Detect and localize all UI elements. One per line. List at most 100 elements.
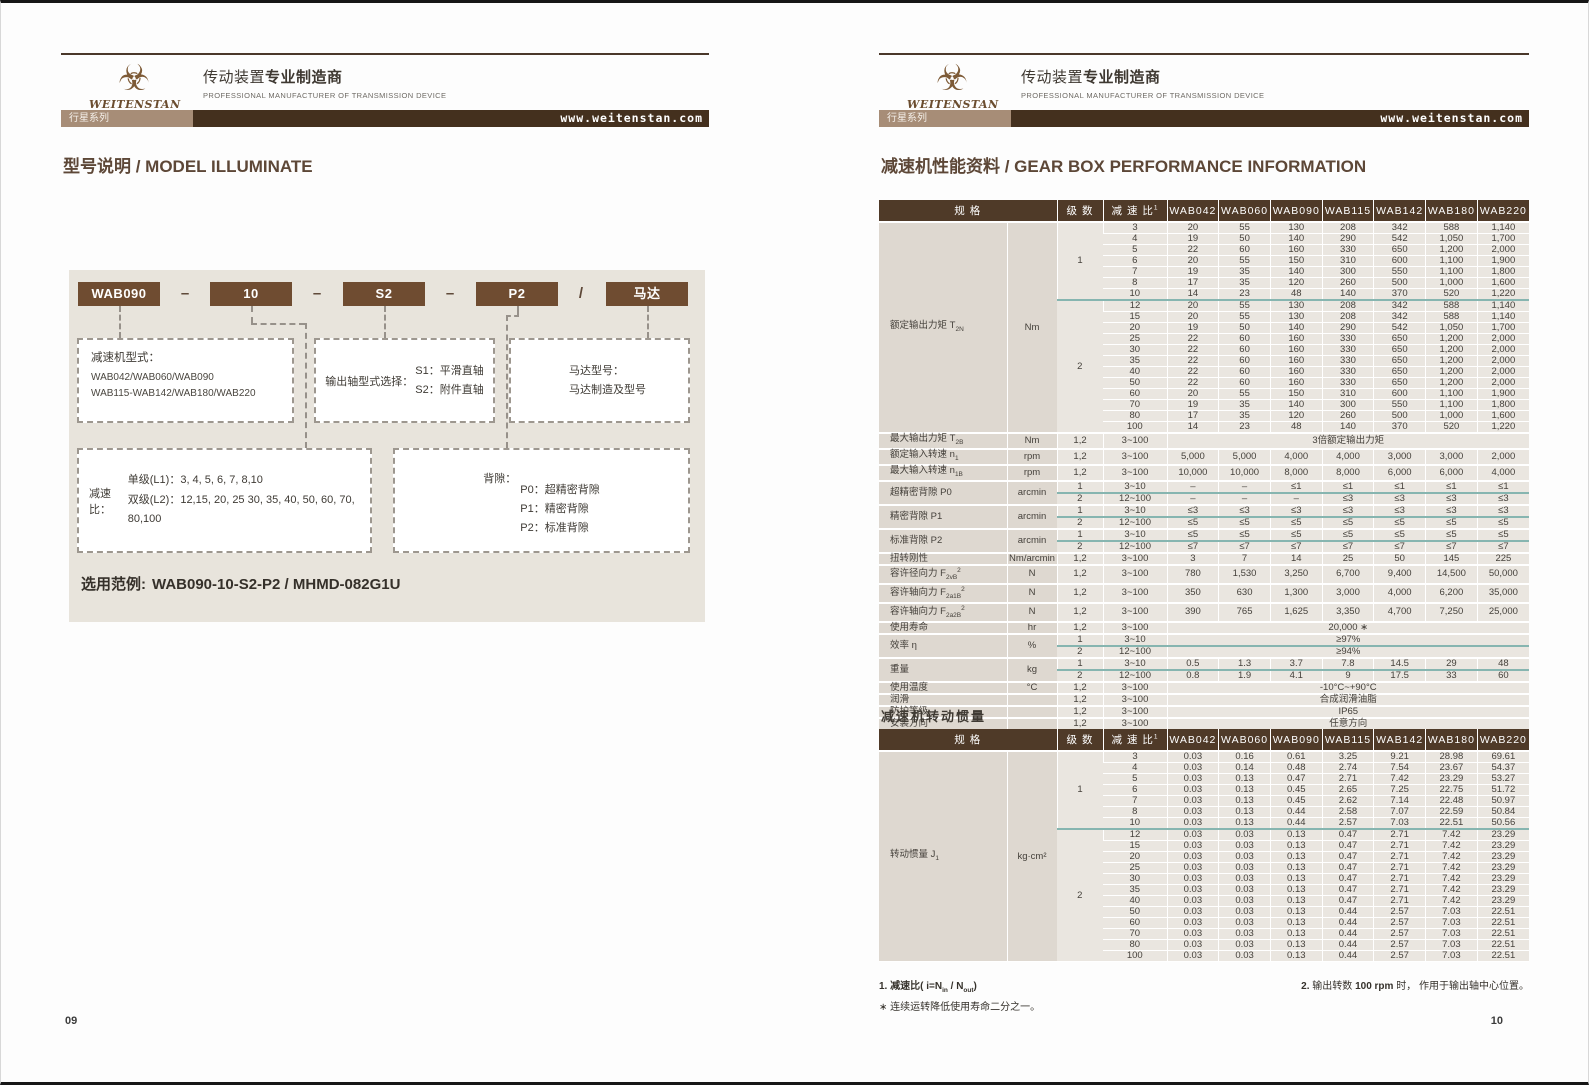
value-cell: 0.47 (1321, 873, 1374, 885)
value-cell: 2.71 (1321, 773, 1374, 785)
table-row: 标准背隙 P2 arcmin 1 3~10 ≤5 ≤5 ≤5 ≤5 ≤5 ≤5 ≤5 (879, 527, 1529, 554)
value-cell: 160 (1269, 244, 1323, 256)
ratio-cell: 3~10 (1102, 656, 1168, 671)
value-cell: 60 (1218, 333, 1271, 345)
tagline-en: PROFESSIONAL MANUFACTURER OF TRANSMISSIO… (203, 91, 447, 100)
unit-cell: kg (1006, 656, 1058, 683)
value-cell: 0.47 (1321, 840, 1374, 852)
table-row: 额定输出力矩 T2N Nm 1 3 20 55 130 208 342 588 1,140 (879, 221, 1529, 434)
value-cell: 0.13 (1269, 906, 1323, 918)
table-row: 容许径向力 F2vB2 N 1,2 3~100 780 1,530 3,250 6,700 9,… (879, 563, 1529, 585)
value-cell: 2.58 (1321, 806, 1374, 818)
spec-label-cell: 容许轴向力 F2a1B2 (879, 582, 1007, 604)
table-row: 6 20 55 150 310 600 1,100 1,900 (879, 255, 1529, 267)
stage-cell: 1 (1056, 527, 1104, 542)
value-cell: ≤1 (1321, 479, 1374, 494)
ratio-cell: 15 (1103, 311, 1168, 323)
value-cell: 208 (1321, 299, 1374, 312)
table-row: 使用温度 °C 1,2 3~100 -10°C~+90°C (879, 680, 1529, 695)
value-cell: 0.03 (1166, 851, 1219, 863)
value-cell: 0.13 (1269, 828, 1323, 841)
value-cell: 20 (1166, 299, 1219, 312)
value-cell: 35 (1218, 266, 1271, 278)
value-cell: 5,000 (1166, 447, 1219, 466)
unit-cell: rpm (1006, 463, 1058, 482)
biohazard-logo-icon: ☣ (935, 57, 969, 98)
value-cell: ≤5 (1218, 515, 1271, 530)
value-cell: 3,000 (1321, 582, 1374, 604)
value-cell: 22 (1166, 366, 1219, 378)
value-cell: 1,140 (1476, 311, 1529, 323)
value-cell: 140 (1321, 421, 1374, 434)
value-cell: 60 (1218, 377, 1271, 389)
connector-line (506, 315, 519, 317)
value-cell: 17 (1166, 410, 1219, 422)
connector-line (384, 306, 386, 338)
stage-cell: 1 (1056, 221, 1104, 301)
value-cell: 0.03 (1166, 862, 1219, 874)
value-cell: 145 (1425, 551, 1478, 566)
ratio-cell: 10 (1103, 817, 1168, 830)
table-row: 20 19 50 140 290 542 1,050 1,700 (879, 322, 1529, 334)
table-row: 8 17 35 120 260 500 1,000 1,600 (879, 277, 1529, 289)
ratio-cell: 5 (1103, 244, 1168, 256)
value-cell: ≤5 (1321, 527, 1374, 542)
table-row: 7 0.03 0.13 0.45 2.62 7.14 22.48 50.97 (879, 795, 1529, 807)
value-cell: 330 (1321, 333, 1374, 345)
value-cell: 2,000 (1476, 355, 1529, 367)
col-header-spec: 规 格 (879, 200, 1058, 222)
stage-cell: 1,2 (1056, 563, 1104, 585)
table-row: 25 0.03 0.03 0.13 0.47 2.71 7.42 23.29 (879, 862, 1529, 874)
value-cell: 160 (1269, 355, 1323, 367)
value-cell: 4,000 (1373, 582, 1426, 604)
tagline-zh: 传动装置专业制造商 (203, 66, 446, 87)
value-cell: 7.42 (1425, 873, 1478, 885)
value-cell: 0.13 (1269, 851, 1323, 863)
callout-option: P1：精密背隙 (520, 503, 589, 516)
value-cell: 2.57 (1373, 950, 1426, 962)
value-cell: 290 (1321, 233, 1374, 245)
ratio-cell: 3~10 (1102, 632, 1168, 647)
unit-cell: N (1006, 563, 1058, 585)
table-row: 安装方向 1,2 3~100 任意方向 (879, 716, 1529, 731)
value-cell: 650 (1373, 366, 1426, 378)
value-cell: 14 (1166, 421, 1219, 434)
value-cell: ≤1 (1373, 479, 1426, 494)
callout-line: 双级(L2)：12,15, 20, 25 30, 35, 40, 50, 60,… (127, 493, 355, 526)
value-cell: 310 (1321, 388, 1374, 400)
value-cell: 1,200 (1425, 244, 1478, 256)
value-cell: 1,625 (1269, 601, 1323, 623)
value-cell: 19 (1166, 322, 1219, 334)
value-cell: 520 (1425, 288, 1478, 301)
value-cell: 140 (1269, 266, 1323, 278)
value-cell: 0.44 (1321, 950, 1374, 962)
ratio-cell: 12~100 (1102, 644, 1168, 659)
connector-line (517, 306, 519, 316)
example-label: 选用范例: (81, 576, 146, 593)
stage-cell: 2 (1057, 828, 1104, 962)
footnote-left: 1. 减速比( i=Nin / Nout) ∗ 连续运转降低使用寿命二分之一。 (879, 977, 1040, 1013)
value-cell: 22.51 (1476, 928, 1529, 940)
value-cell: 9,400 (1373, 563, 1426, 585)
value-cell: 0.44 (1321, 917, 1374, 929)
value-cell: 7.25 (1373, 784, 1426, 796)
value-cell: 2.65 (1321, 784, 1374, 796)
value-cell: 342 (1373, 299, 1426, 312)
value-cell: 120 (1269, 277, 1323, 289)
stage-cell: 1,2 (1056, 582, 1104, 604)
value-cell: 2.71 (1373, 851, 1426, 863)
model-code-panel: WAB090 – 10 – S2 – P2 / 马达 减速机型式： WAB042… (69, 270, 705, 622)
value-cell: ≤5 (1269, 527, 1323, 542)
ratio-cell: 12 (1102, 828, 1168, 841)
value-cell: 2.57 (1321, 817, 1374, 830)
page-title: 减速机性能资料 / GEAR BOX PERFORMANCE INFORMATI… (881, 157, 1367, 176)
ratio-cell: 3~100 (1102, 432, 1168, 450)
value-cell: 225 (1476, 551, 1529, 566)
value-cell: ≤5 (1269, 515, 1323, 530)
value-cell: 588 (1425, 221, 1478, 234)
value-cell: 22.48 (1425, 795, 1478, 807)
value-cell: 2,000 (1476, 447, 1529, 466)
value-cell: ≤5 (1321, 515, 1374, 530)
value-cell: 10,000 (1166, 463, 1219, 482)
value-cell: 48 (1269, 421, 1323, 434)
